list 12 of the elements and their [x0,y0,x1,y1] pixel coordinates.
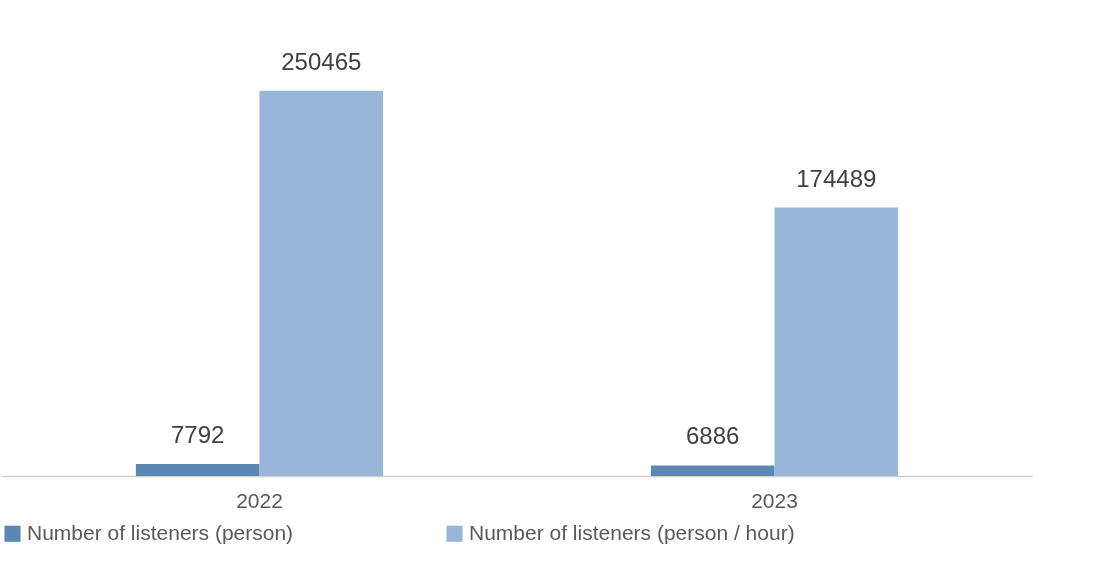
bar [135,464,260,476]
legend-label: Number of listeners (person) [27,520,294,544]
bar [774,207,899,476]
data-label: 7792 [171,421,225,449]
data-label: 174489 [796,164,877,192]
bar [259,90,384,476]
data-label: 250465 [281,47,362,75]
x-tick-label: 2022 [236,488,283,512]
bar [650,465,775,476]
data-label: 6886 [686,422,740,450]
legend-label: Number of listeners (person / hour) [469,520,795,544]
x-tick-label: 2023 [751,488,798,512]
